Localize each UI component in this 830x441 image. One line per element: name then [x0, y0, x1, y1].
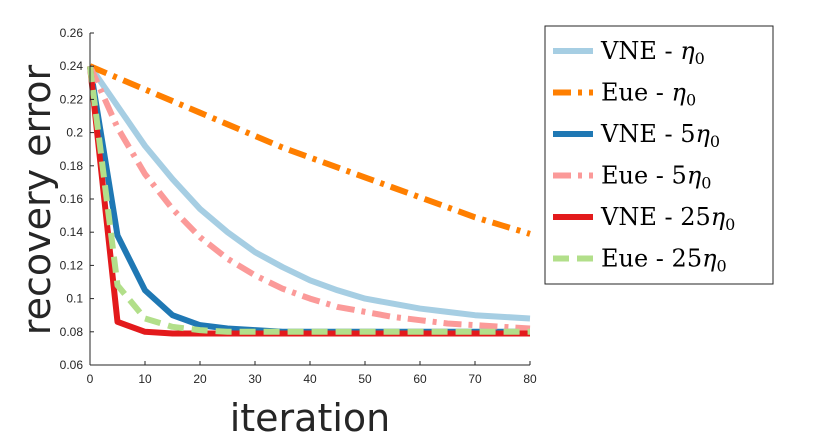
legend-entry-3: VNE - 5η0 — [600, 120, 720, 151]
legend-entry-6: Eue - 25η0 — [601, 245, 727, 276]
legend-eta-symbol: η — [680, 37, 695, 65]
legend-eta-multiplier: 25 — [680, 203, 711, 231]
y-tick-label: 0.1 — [66, 292, 83, 306]
y-tick-label: 0.06 — [60, 358, 84, 372]
legend-eta-symbol: η — [702, 245, 717, 273]
legend-series-name: VNE - — [600, 203, 680, 231]
legend-series-name: VNE - — [600, 120, 680, 148]
y-tick-label: 0.22 — [60, 92, 84, 106]
y-tick-label: 0.2 — [66, 126, 83, 140]
x-tick-label: 0 — [87, 372, 94, 386]
legend-eta-multiplier: 5 — [672, 162, 687, 190]
legend-eta-symbol: η — [672, 79, 687, 107]
series-line-1 — [87, 64, 531, 322]
legend-eta-subscript: 0 — [695, 49, 705, 68]
x-tick-label: 50 — [358, 372, 372, 386]
y-axis-label: recovery error — [15, 64, 59, 335]
series-line-6 — [87, 65, 530, 335]
x-tick-label: 30 — [248, 372, 262, 386]
legend-series-name: VNE - — [600, 37, 680, 65]
plot-area — [87, 63, 531, 337]
legend-series-name: Eue - — [601, 79, 672, 107]
legend-box — [544, 25, 774, 285]
series-line-4 — [87, 64, 531, 332]
legend-entry-1: VNE - η0 — [600, 37, 705, 68]
legend-eta-multiplier: 5 — [680, 120, 695, 148]
y-tick-label: 0.12 — [60, 258, 84, 272]
axes: 0 10 20 30 40 50 60 70 80 0.06 0.08 0.1 0.12 0.14 0.16… — [60, 26, 537, 386]
x-tick-label: 80 — [523, 372, 537, 386]
legend-series-name: Eue - — [601, 162, 672, 190]
legend-eta-subscript: 0 — [716, 257, 726, 276]
legend-entry-5: VNE - 25η0 — [600, 203, 735, 234]
x-tick-label: 20 — [193, 372, 207, 386]
y-tick-label: 0.08 — [60, 325, 84, 339]
legend-eta-subscript: 0 — [710, 132, 720, 151]
x-tick-label: 60 — [413, 372, 427, 386]
legend-eta-symbol: η — [696, 120, 711, 148]
y-tick-label: 0.26 — [60, 26, 84, 40]
x-tick-label: 70 — [468, 372, 482, 386]
x-tick-label: 40 — [303, 372, 317, 386]
series-line-5 — [87, 65, 530, 337]
legend-entry-2: Eue - η0 — [601, 79, 696, 110]
legend-eta-subscript: 0 — [725, 215, 735, 234]
series-line-2 — [88, 63, 531, 237]
legend-eta-multiplier: 25 — [672, 245, 703, 273]
series-line-3 — [87, 65, 530, 335]
legend-eta-subscript: 0 — [686, 91, 696, 110]
y-tick-label: 0.18 — [60, 159, 84, 173]
y-tick-label: 0.16 — [60, 192, 84, 206]
legend-entry-4: Eue - 5η0 — [601, 162, 711, 193]
legend-eta-subscript: 0 — [701, 174, 711, 193]
y-tick-label: 0.24 — [60, 59, 84, 73]
legend-eta-symbol: η — [687, 162, 702, 190]
legend-series-name: Eue - — [601, 245, 672, 273]
legend-eta-symbol: η — [711, 203, 726, 231]
y-tick-label: 0.14 — [60, 225, 84, 239]
x-axis-label: iteration — [230, 396, 391, 440]
x-tick-label: 10 — [138, 372, 152, 386]
